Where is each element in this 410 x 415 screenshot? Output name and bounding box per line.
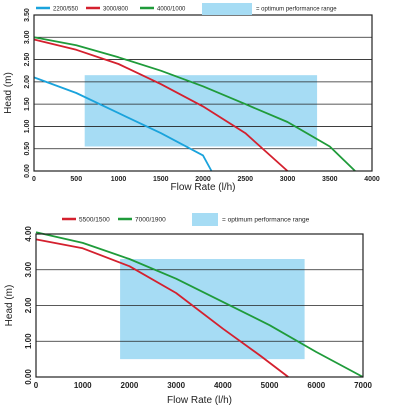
chart2-optimum-range-box [120,259,305,360]
chart2-series-line-5500-1500 [35,238,289,378]
chart1-x-tick-label-0: 0 [32,176,36,183]
chart1-x-axis-title: Flow Rate (l/h) [170,182,235,193]
chart2-plot-frame [35,233,364,378]
chart2-legend-label-1: 7000/1900 [135,217,166,224]
chart1-x-tick-label-1: 500 [70,176,82,183]
chart1-y-tick-label-4: 2.00 [24,75,31,89]
chart1-series-line-4000-1000 [33,36,356,172]
chart2-legend-optimum-swatch [192,213,218,226]
chart1-x-tick-label-7: 3500 [322,176,338,183]
chart2-legend-optimum-label: = optimum performance range [222,217,310,224]
chart1-y-tick-label-0: 0.00 [24,164,31,178]
chart1-y-axis-title: Head (m) [3,72,14,114]
chart2-y-tick-label-1: 1.00 [24,333,33,349]
chart1-x-tick-label-2: 1000 [111,176,127,183]
chart2-x-tick-label-4: 4000 [214,381,232,390]
chart2-legend-label-0: 5500/1500 [79,217,110,224]
chart2-y-tick-label-0: 0.00 [24,369,33,385]
chart1-x-tick-label-8: 4000 [364,176,380,183]
chart2-y-axis-title: Head (m) [4,285,15,327]
chart1-x-tick-label-4: 2000 [195,176,211,183]
chart1-legend-label-1: 3000/800 [103,7,129,13]
chart1-optimum-range-box [84,75,318,147]
chart2-y-tick-label-4: 4.00 [24,226,33,242]
chart2-x-tick-label-0: 0 [34,381,39,390]
chart2-x-tick-label-2: 2000 [121,381,139,390]
chart1-y-tick-label-7: 3.50 [24,8,31,22]
chart1-legend-optimum-label: = optimum performance range [256,7,337,13]
chart1-y-tick-label-5: 2.50 [24,53,31,67]
chart1-x-tick-label-5: 2500 [237,176,253,183]
chart2-series-line-7000-1900 [35,231,364,378]
chart1-x-tick-label-6: 3000 [280,176,296,183]
chart2-x-axis-title: Flow Rate (l/h) [167,395,232,406]
chart1-y-tick-label-1: 0.50 [24,142,31,156]
chart1-legend-optimum-swatch [202,3,252,15]
chart1-series-line-3000-800 [33,38,289,172]
chart2-x-tick-label-1: 1000 [74,381,92,390]
chart1-y-tick-label-3: 1.50 [24,97,31,111]
chart2-y-tick-label-3: 3.00 [24,261,33,277]
chart2-x-tick-label-6: 6000 [307,381,325,390]
chart1-y-tick-label-2: 1.00 [24,120,31,134]
chart1-series-line-2200-550 [33,76,213,172]
chart1-x-tick-label-3: 1500 [153,176,169,183]
chart2-x-tick-label-7: 7000 [354,381,372,390]
chart2-x-tick-label-5: 5000 [261,381,279,390]
chart1-legend-label-0: 2200/550 [53,7,79,13]
chart2-x-tick-label-3: 3000 [167,381,185,390]
chart2-y-tick-label-2: 2.00 [24,297,33,313]
chart1-legend-label-2: 4000/1000 [157,7,186,13]
chart1-y-tick-label-6: 3.00 [24,30,31,44]
